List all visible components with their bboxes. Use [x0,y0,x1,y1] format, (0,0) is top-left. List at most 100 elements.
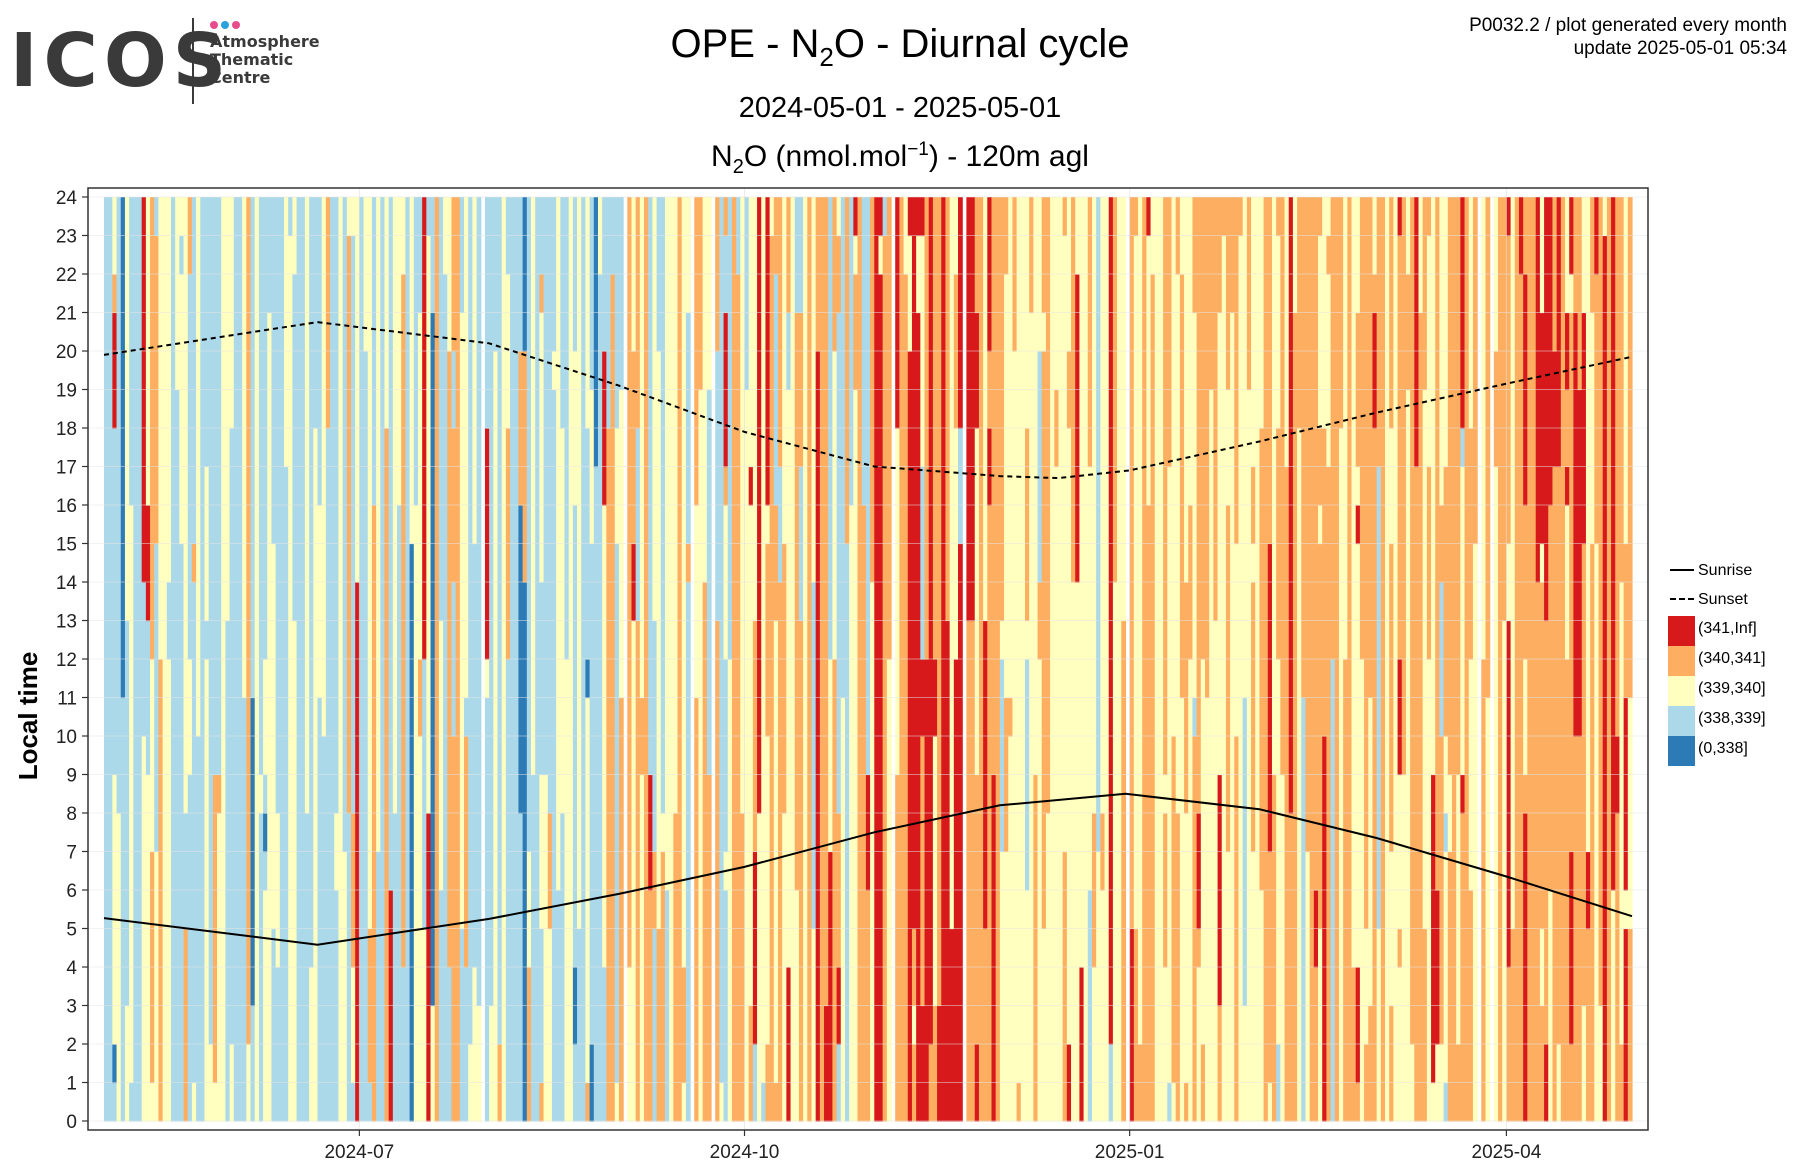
heatmap-cell [560,466,566,506]
heatmap-cell [405,1044,411,1084]
heatmap-cell [702,774,708,814]
heatmap-cell [765,890,771,930]
heatmap-cell [237,582,243,622]
heatmap-cell [748,890,754,930]
heatmap-cell [874,890,880,930]
heatmap-cell [233,928,239,968]
heatmap-cell [263,351,268,391]
heatmap-cell [250,697,256,737]
heatmap-cell [782,312,787,352]
heatmap-cell [150,736,155,776]
heatmap-cell [413,389,419,429]
heatmap-cell [539,1044,545,1084]
heatmap-cell [363,351,369,391]
heatmap-cell [941,312,947,352]
heatmap-cell [949,813,955,853]
heatmap-cell [510,928,515,968]
heatmap-cell [610,312,616,352]
heatmap-cell [698,851,704,891]
heatmap-cell [991,389,997,429]
heatmap-cell [970,428,976,468]
heatmap-cell [468,505,473,545]
heatmap-cell [572,620,578,660]
heatmap-cell [116,697,122,737]
heatmap-cell [970,466,976,506]
heatmap-cell [380,428,386,468]
heatmap-cell [589,274,595,314]
heatmap-cell [907,1005,913,1045]
heatmap-cell [426,774,432,814]
heatmap-cell [522,466,528,506]
heatmap-cell [321,312,327,352]
heatmap-cell [794,466,800,506]
heatmap-cell [669,466,674,506]
heatmap-cell [744,774,750,814]
heatmap-cell [510,428,515,468]
heatmap-cell [803,659,808,699]
heatmap-cell [899,890,905,930]
heatmap-cell [217,851,222,891]
heatmap-cell [543,582,549,622]
heatmap-cell [217,697,222,737]
heatmap-cell [170,351,176,391]
heatmap-cell [133,620,139,660]
heatmap-cell [330,736,335,776]
heatmap-cell [602,351,607,391]
heatmap-cell [807,697,813,737]
heatmap-cell [602,890,607,930]
heatmap-cell [744,813,750,853]
heatmap-cell [916,582,921,622]
heatmap-cell [937,389,942,429]
heatmap-cell [673,1082,679,1122]
heatmap-cell [568,697,574,737]
heatmap-cell [949,697,955,737]
heatmap-cell [296,351,302,391]
heatmap-cell [740,967,746,1007]
heatmap-cell [464,890,469,930]
heatmap-cell [476,197,482,237]
heatmap-cell [233,697,239,737]
heatmap-cell [727,967,733,1007]
heatmap-cell [426,659,432,699]
heatmap-cell [786,736,792,776]
heatmap-cell [911,813,917,853]
heatmap-cell [321,543,327,583]
heatmap-cell [150,582,155,622]
heatmap-cell [945,505,951,545]
heatmap-cell [556,428,561,468]
heatmap-cell [585,351,591,391]
heatmap-cell [334,620,340,660]
heatmap-cell [208,620,214,660]
heatmap-cell [104,428,109,468]
heatmap-cell [798,813,804,853]
heatmap-cell [133,312,139,352]
heatmap-cell [844,620,850,660]
heatmap-cell [334,466,340,506]
heatmap-cell [338,1044,344,1084]
heatmap-cell [811,389,817,429]
heatmap-cell [652,235,658,275]
heatmap-cell [911,274,917,314]
heatmap-cell [137,351,143,391]
heatmap-cell [731,505,737,545]
heatmap-cell [568,505,574,545]
heatmap-cell [510,697,515,737]
heatmap-cell [916,774,921,814]
heatmap-cell [296,389,302,429]
heatmap-cell [790,620,796,660]
heatmap-cell [258,967,264,1007]
heatmap-cell [246,466,252,506]
heatmap-cell [279,928,285,968]
heatmap-cell [953,543,959,583]
heatmap-cell [958,389,963,429]
heatmap-cell [715,582,720,622]
heatmap-cell [983,620,988,660]
heatmap-cell [120,890,126,930]
heatmap-cell [510,967,515,1007]
heatmap-cell [803,813,808,853]
heatmap-cell [426,312,432,352]
heatmap-cell [757,851,762,891]
heatmap-cell [539,312,545,352]
heatmap-cell [438,543,444,583]
heatmap-cell [112,928,118,968]
